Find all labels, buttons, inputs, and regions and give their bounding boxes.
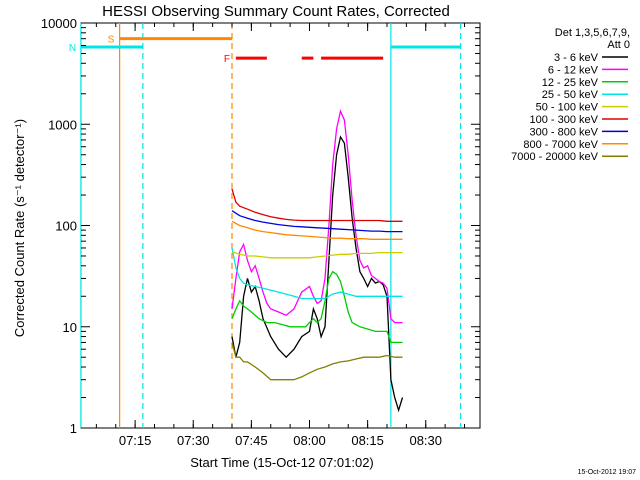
series-line-3 <box>231 247 403 300</box>
y-tick-label-0: 1 <box>70 421 77 436</box>
legend-entry-8: 7000 - 20000 keV <box>511 151 599 163</box>
legend-entry-3: 25 - 50 keV <box>542 89 599 101</box>
legend-header-2: Att 0 <box>607 39 630 51</box>
y-tick-label-1: 10 <box>63 320 77 335</box>
x-tick-label-3: 08:00 <box>293 433 326 448</box>
series-line-2 <box>231 270 403 344</box>
flag-label-f: F <box>224 54 230 65</box>
legend-entry-4: 50 - 100 keV <box>536 102 599 114</box>
series-line-5 <box>231 188 403 222</box>
x-tick-label-5: 08:30 <box>409 433 442 448</box>
axis-ticks: 07:15 07:30 07:45 08:00 08:15 08:30 1 10 100 1000… <box>41 16 480 448</box>
series-line-4 <box>231 251 403 259</box>
series-line-1 <box>231 108 403 324</box>
chart-title: HESSI Observing Summary Count Rates, Cor… <box>102 3 450 20</box>
x-tick-label-2: 07:45 <box>235 433 268 448</box>
y-tick-label-2: 100 <box>55 219 77 234</box>
y-tick-label-4: 10000 <box>41 16 77 31</box>
series-lines <box>231 108 404 413</box>
y-axis-label: Corrected Count Rate (s⁻¹ detector⁻¹) <box>12 119 27 337</box>
legend-entry-2: 12 - 25 keV <box>542 77 599 89</box>
x-tick-label-4: 08:15 <box>351 433 384 448</box>
flag-label-n: N <box>69 43 76 54</box>
legend-entry-1: 6 - 12 keV <box>548 64 599 76</box>
x-axis-label: Start Time (15-Oct-12 07:01:02) <box>190 455 374 470</box>
timestamp: 15-Oct-2012 19:07 <box>578 469 636 476</box>
flag-bars: S N F <box>69 35 461 65</box>
vertical-markers <box>80 23 462 428</box>
legend-entry-7: 800 - 7000 keV <box>523 139 598 151</box>
series-line-6 <box>231 210 403 233</box>
series-line-0 <box>231 135 404 413</box>
x-tick-label-1: 07:30 <box>177 433 210 448</box>
flag-label-s: S <box>108 35 115 46</box>
plot-frame <box>80 22 481 429</box>
series-line-7 <box>231 220 403 240</box>
legend-entry-0: 3 - 6 keV <box>554 52 599 64</box>
legend-header-1: Det 1,3,5,6,7,9, <box>555 27 630 39</box>
series-line-8 <box>231 342 403 381</box>
x-tick-label-0: 07:15 <box>119 433 152 448</box>
y-tick-label-3: 1000 <box>48 117 77 132</box>
legend-entry-6: 300 - 800 keV <box>530 126 599 138</box>
legend-entry-5: 100 - 300 keV <box>530 114 599 126</box>
plot-border <box>80 22 481 429</box>
